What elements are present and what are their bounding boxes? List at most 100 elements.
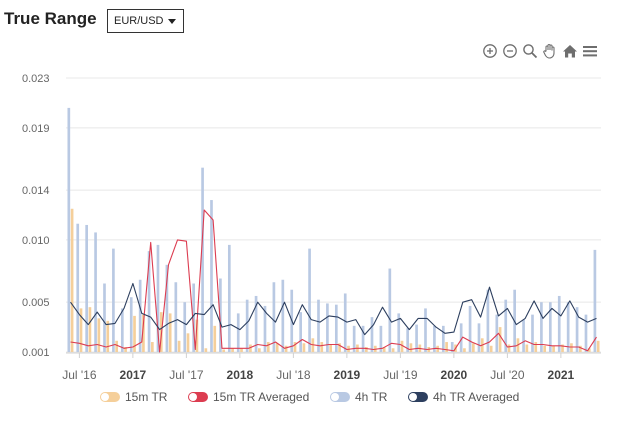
bar-15m-tr xyxy=(97,318,101,352)
bar-4h-tr xyxy=(540,302,543,352)
line-15m-tr-averaged xyxy=(70,209,597,353)
legend-item-15m-tr[interactable]: 15m TR xyxy=(100,390,167,404)
caret-down-icon xyxy=(168,19,176,24)
bar-4h-tr xyxy=(370,317,374,352)
bar-15m-tr xyxy=(382,347,386,352)
bar-4h-tr xyxy=(192,283,195,352)
bar-15m-tr xyxy=(258,348,261,352)
bar-15m-tr xyxy=(240,348,243,352)
legend-label: 15m TR xyxy=(125,390,168,404)
bar-15m-tr xyxy=(489,345,493,352)
y-tick-label: 0.019 xyxy=(22,123,50,135)
bar-15m-tr xyxy=(365,347,368,352)
bar-15m-tr xyxy=(293,342,297,352)
bar-15m-tr xyxy=(115,340,119,352)
bar-4h-tr xyxy=(334,304,338,352)
bar-15m-tr xyxy=(391,348,395,352)
legend-item-15m-tr-averaged[interactable]: 15m TR Averaged xyxy=(188,390,309,404)
bar-15m-tr xyxy=(106,320,110,352)
y-tick-label: 0.014 xyxy=(22,185,50,197)
bar-4h-tr xyxy=(424,308,427,352)
bar-4h-tr xyxy=(477,323,481,352)
bar-4h-tr xyxy=(575,307,579,352)
x-tick-label: Jul '16 xyxy=(62,368,97,382)
bar-15m-tr xyxy=(320,342,324,352)
bar-4h-tr xyxy=(450,342,454,352)
bar-4h-tr xyxy=(433,325,436,352)
bar-15m-tr xyxy=(186,333,190,352)
pan-hand-icon[interactable] xyxy=(542,43,558,59)
bar-15m-tr xyxy=(579,345,582,352)
bar-15m-tr xyxy=(587,348,591,352)
bar-15m-tr xyxy=(338,343,341,352)
bar-15m-tr xyxy=(463,348,466,352)
bar-4h-tr xyxy=(67,107,71,353)
bar-4h-tr xyxy=(94,232,97,352)
bar-15m-tr xyxy=(329,344,333,352)
bar-4h-tr xyxy=(174,282,178,352)
line-4h-tr-averaged xyxy=(70,282,597,336)
bar-4h-tr xyxy=(397,313,401,352)
x-tick-label: 2020 xyxy=(441,368,468,382)
bar-15m-tr xyxy=(177,340,181,352)
y-tick-label: 0.023 xyxy=(22,73,50,85)
bar-15m-tr xyxy=(70,208,74,352)
bar-4h-tr xyxy=(308,248,311,352)
bar-4h-tr xyxy=(441,325,445,352)
legend-item-4h-tr[interactable]: 4h TR xyxy=(330,390,387,404)
bar-4h-tr xyxy=(459,323,463,352)
zoom-out-icon[interactable] xyxy=(502,43,518,59)
y-tick-label: 0.005 xyxy=(22,297,50,309)
bar-15m-tr xyxy=(266,342,270,352)
bar-4h-tr xyxy=(522,319,525,352)
legend-toggle-icon xyxy=(100,392,120,402)
bar-4h-tr xyxy=(254,295,258,352)
zoom-selection-icon[interactable] xyxy=(522,43,538,59)
bar-15m-tr xyxy=(79,308,83,352)
bar-15m-tr xyxy=(88,307,92,352)
bar-15m-tr xyxy=(400,340,404,352)
bar-4h-tr xyxy=(129,297,133,352)
bar-4h-tr xyxy=(138,279,142,352)
bar-4h-tr xyxy=(165,264,169,352)
currency-pair-value: EUR/USD xyxy=(114,15,164,27)
bar-4h-tr xyxy=(236,313,240,352)
legend-toggle-icon xyxy=(408,392,428,402)
bar-4h-tr xyxy=(504,299,508,352)
bar-4h-tr xyxy=(156,244,160,352)
x-tick-label: Jul '19 xyxy=(383,368,418,382)
bar-15m-tr xyxy=(249,344,252,352)
legend-toggle-icon xyxy=(188,392,208,402)
bar-4h-tr xyxy=(415,324,418,352)
menu-icon[interactable] xyxy=(582,43,598,59)
bar-4h-tr xyxy=(120,308,124,352)
bar-15m-tr xyxy=(133,315,136,352)
legend-label: 4h TR xyxy=(355,390,388,404)
bar-15m-tr xyxy=(284,345,288,352)
x-tick-label: 2021 xyxy=(548,368,575,382)
bar-15m-tr xyxy=(195,319,199,352)
bar-15m-tr xyxy=(151,342,154,352)
bar-15m-tr xyxy=(472,343,475,352)
bar-4h-tr xyxy=(584,314,588,352)
bar-4h-tr xyxy=(406,328,409,352)
bar-15m-tr xyxy=(204,348,208,352)
bar-4h-tr xyxy=(593,249,597,352)
bar-4h-tr xyxy=(468,305,472,352)
bar-15m-tr xyxy=(275,343,279,352)
zoom-in-icon[interactable] xyxy=(482,43,498,59)
bar-15m-tr xyxy=(445,342,448,352)
bar-4h-tr xyxy=(326,303,329,352)
page-title: True Range xyxy=(4,9,97,28)
bar-4h-tr xyxy=(531,314,534,352)
bar-4h-tr xyxy=(201,167,204,352)
bar-4h-tr xyxy=(388,268,392,352)
bar-15m-tr xyxy=(552,345,555,352)
legend-item-4h-tr-averaged[interactable]: 4h TR Averaged xyxy=(408,390,519,404)
bar-15m-tr xyxy=(231,348,234,352)
bar-4h-tr xyxy=(112,248,115,352)
bar-4h-tr xyxy=(147,251,151,352)
home-reset-icon[interactable] xyxy=(562,43,578,59)
legend-label: 4h TR Averaged xyxy=(433,390,520,404)
currency-pair-select[interactable]: EUR/USD xyxy=(107,9,184,33)
